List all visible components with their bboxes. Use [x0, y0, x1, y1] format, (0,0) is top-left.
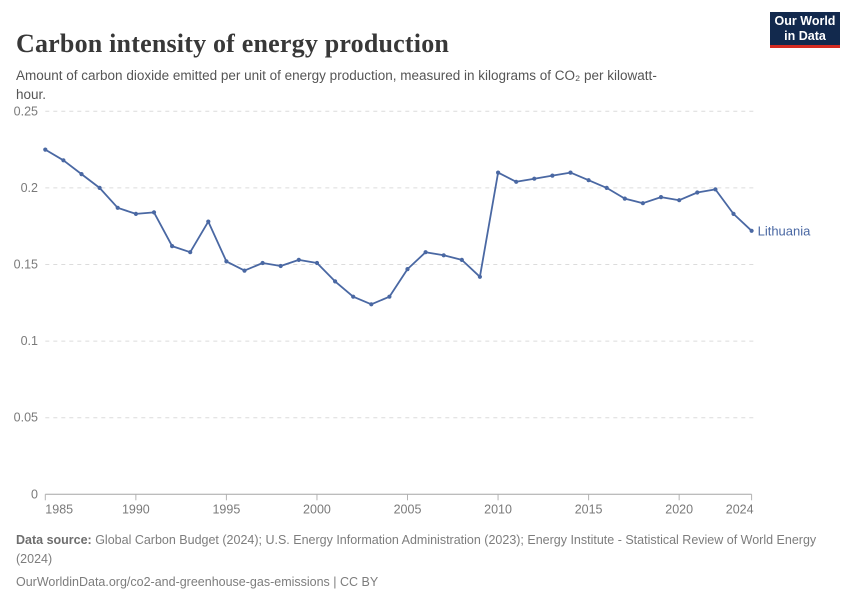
lithuania-point-1986 — [61, 158, 66, 163]
lithuania-point-2016 — [604, 185, 609, 190]
lithuania-point-1987 — [79, 172, 84, 177]
lithuania-point-2004 — [387, 294, 392, 299]
owid-logo[interactable]: Our World in Data — [770, 12, 840, 48]
lithuania-point-1997 — [260, 260, 265, 266]
data-source-label: Data source: — [16, 533, 92, 547]
y-tick-label-0: 0 — [31, 487, 38, 501]
lithuania-point-2018 — [640, 201, 646, 206]
y-tick-label-0.15: 0.15 — [14, 258, 38, 272]
lithuania-point-2014 — [568, 170, 573, 175]
x-tick-label-2024: 2024 — [726, 502, 754, 516]
lithuania-point-2023 — [731, 211, 736, 216]
lithuania-point-2013 — [550, 173, 555, 178]
owid-logo-line2: in Data — [784, 28, 826, 43]
lithuania-point-2002 — [351, 294, 356, 299]
lithuania-point-1994 — [206, 219, 211, 224]
lithuania-point-2017 — [622, 196, 627, 201]
x-tick-label-2010: 2010 — [484, 502, 512, 516]
y-tick-label-0.2: 0.2 — [21, 181, 38, 195]
x-tick-label-2000: 2000 — [303, 502, 331, 516]
lithuania-point-2019 — [658, 195, 664, 200]
lithuania-point-2010 — [496, 170, 501, 175]
lithuania-point-2015 — [586, 178, 591, 183]
lithuania-point-1989 — [115, 205, 120, 210]
page-title: Carbon intensity of energy production — [16, 29, 450, 59]
lithuania-point-2006 — [423, 250, 428, 255]
data-source-note: Data source: Global Carbon Budget (2024)… — [16, 531, 832, 569]
owid-url-link[interactable]: OurWorldinData.org/co2-and-greenhouse-ga… — [16, 574, 330, 589]
owid-logo-line1: Our World — [774, 13, 836, 28]
license-text: | CC BY — [329, 574, 379, 589]
lithuania-point-2021 — [695, 190, 700, 195]
lithuania-point-2009 — [477, 274, 482, 279]
lithuania-point-1996 — [242, 268, 247, 273]
lithuania-point-2008 — [459, 257, 464, 262]
lithuania-point-2020 — [677, 198, 682, 203]
lithuania-point-2011 — [514, 179, 519, 184]
y-tick-label-0.05: 0.05 — [14, 411, 38, 425]
lithuania-point-2005 — [405, 267, 410, 272]
lithuania-point-2012 — [532, 176, 537, 181]
lithuania-point-2007 — [441, 253, 446, 258]
lithuania-point-2003 — [369, 302, 374, 307]
lithuania-point-1985 — [43, 147, 48, 152]
lithuania-point-1992 — [170, 244, 175, 249]
lithuania-point-1990 — [133, 211, 138, 216]
lithuania-line — [44, 148, 753, 306]
lithuania-point-2001 — [333, 279, 338, 284]
lithuania-point-1998 — [278, 263, 283, 269]
line-chart: 0 0.05 0.1 0.15 0.2 0.25 1985 1990 1995 2000 2005 2… — [14, 104, 812, 516]
x-tick-label-2015: 2015 — [575, 502, 603, 516]
lithuania-point-1991 — [151, 210, 157, 215]
y-tick-label-0.25: 0.25 — [14, 104, 38, 118]
lithuania-point-2024 — [749, 228, 754, 233]
lithuania-point-1993 — [188, 250, 193, 255]
x-tick-label-2020: 2020 — [665, 502, 693, 516]
lithuania-point-1988 — [97, 185, 102, 190]
lithuania-point-1995 — [224, 259, 229, 264]
lithuania-point-1999 — [296, 257, 301, 262]
x-tick-label-1990: 1990 — [122, 502, 150, 516]
lithuania-point-2022 — [713, 187, 718, 192]
data-source-text: Global Carbon Budget (2024); U.S. Energy… — [16, 533, 817, 566]
y-tick-label-0.1: 0.1 — [21, 334, 38, 348]
page-subtitle: Amount of carbon dioxide emitted per uni… — [16, 67, 657, 103]
chart-footer: Data source: Global Carbon Budget (2024)… — [16, 531, 832, 591]
footer-url-line: OurWorldinData.org/co2-and-greenhouse-ga… — [16, 573, 832, 592]
lithuania-point-2000 — [314, 260, 320, 266]
x-tick-label-2005: 2005 — [394, 502, 422, 516]
x-tick-label-1985: 1985 — [45, 502, 73, 516]
series-label-lithuania[interactable]: Lithuania — [758, 223, 812, 238]
x-tick-label-1995: 1995 — [212, 502, 240, 516]
